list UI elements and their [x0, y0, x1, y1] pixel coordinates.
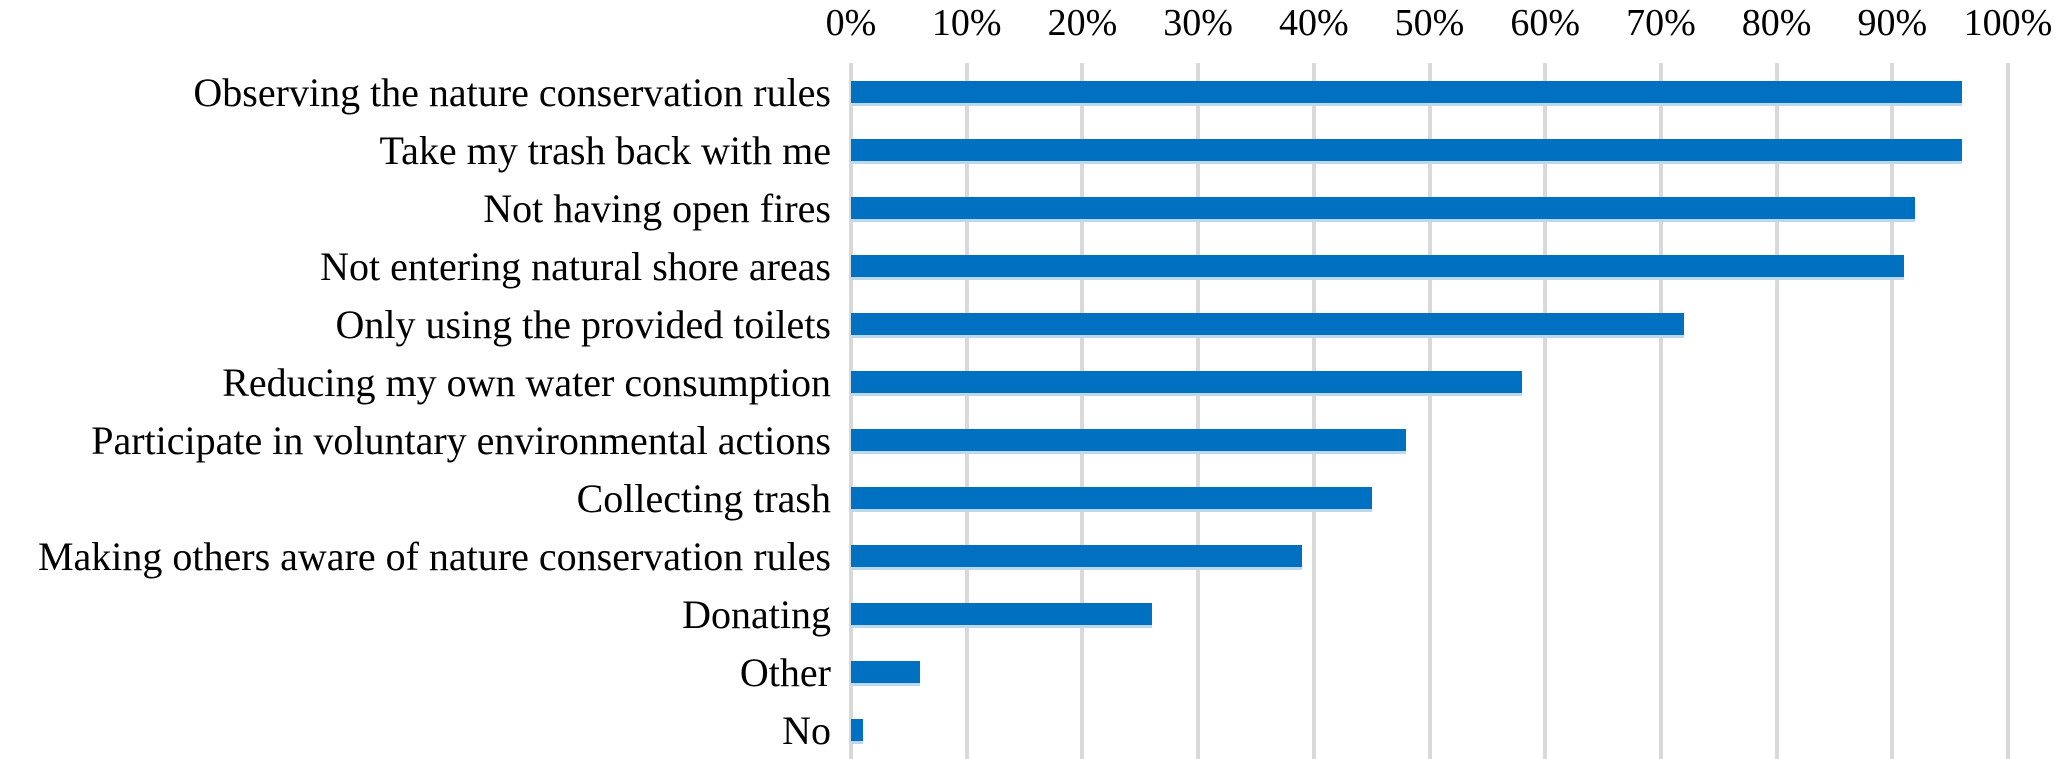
x-axis-tick-label: 50% — [1394, 2, 1465, 44]
category-label: Only using the provided toilets — [335, 301, 831, 347]
bar-row — [851, 295, 2008, 353]
bar — [851, 197, 1916, 219]
category-label: Not entering natural shore areas — [320, 243, 831, 289]
category-label: Observing the nature conservation rules — [193, 69, 831, 115]
x-axis-tick-label: 60% — [1510, 2, 1581, 44]
gridline — [2006, 63, 2010, 759]
gridline — [964, 63, 969, 759]
category-label: Collecting trash — [576, 475, 831, 521]
bar — [851, 81, 1962, 103]
gridline — [1890, 63, 1895, 759]
bar — [851, 661, 921, 683]
x-axis-tick-label: 80% — [1741, 2, 1812, 44]
gridline — [1196, 63, 1201, 759]
bar-row — [851, 527, 2008, 585]
bar-row — [851, 585, 2008, 643]
bar-row — [851, 179, 2008, 237]
category-label: Not having open fires — [483, 185, 831, 231]
bar-row — [851, 121, 2008, 179]
x-axis-tick-label: 70% — [1626, 2, 1696, 44]
category-label: No — [782, 707, 831, 753]
bar-row — [851, 353, 2008, 411]
x-axis-tick-label: 90% — [1857, 2, 1928, 44]
gridline — [1543, 63, 1548, 759]
category-label: Other — [739, 649, 831, 695]
bar-row — [851, 411, 2008, 469]
category-labels: Observing the nature conservation rules T… — [0, 63, 841, 759]
x-axis-tick-label: 10% — [931, 2, 1002, 44]
bar-row — [851, 237, 2008, 295]
category-label: Take my trash back with me — [379, 127, 831, 173]
gridline — [1311, 63, 1316, 759]
bar — [851, 139, 1962, 161]
gridline — [1774, 63, 1779, 759]
gridline — [849, 63, 853, 759]
gridline — [1080, 63, 1085, 759]
gridline — [1658, 63, 1663, 759]
bar — [851, 255, 1904, 277]
bar — [851, 429, 1407, 451]
x-axis: 0% 10% 20% 30% 40% 50% 60% 70% 80% 90% 100% — [826, 0, 2053, 58]
x-axis-tick-label: 30% — [1163, 2, 1233, 44]
bar-row — [851, 469, 2008, 527]
x-axis-tick-label: 0% — [825, 2, 877, 44]
bar — [851, 603, 1152, 625]
category-label: Participate in voluntary environmental a… — [91, 417, 831, 463]
plot-area — [849, 63, 2010, 759]
bar — [851, 313, 1685, 335]
x-axis-tick-label: 40% — [1278, 2, 1349, 44]
category-label: Donating — [682, 591, 831, 637]
bar-row — [851, 643, 2008, 701]
bar-row — [851, 701, 2008, 759]
category-label: Making others aware of nature conservati… — [37, 533, 831, 579]
category-label: Reducing my own water consumption — [222, 359, 831, 405]
bar — [851, 487, 1372, 509]
bar-row — [851, 63, 2008, 121]
gridline — [1427, 63, 1432, 759]
bar — [851, 719, 863, 741]
bar — [851, 371, 1523, 393]
x-axis-tick-label: 100% — [1963, 2, 2053, 44]
x-axis-tick-label: 20% — [1047, 2, 1118, 44]
bar — [851, 545, 1303, 567]
